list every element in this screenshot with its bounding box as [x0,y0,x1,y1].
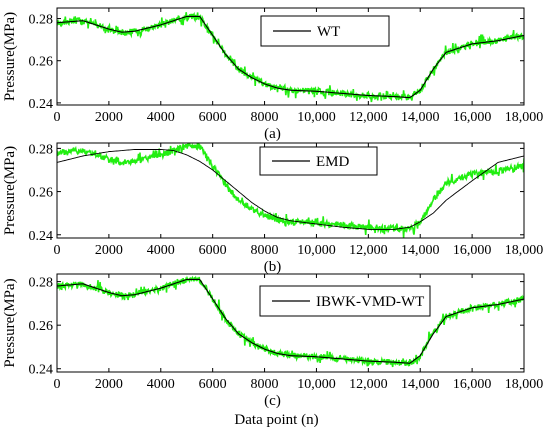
x-tick-label: 14,000 [401,110,440,125]
x-tick-label: 8000 [251,377,279,392]
fit-line [57,149,524,230]
x-tick-label: 6000 [199,377,227,392]
y-axis-label: Pressure(MPa) [2,12,18,101]
axes-frame [56,142,525,239]
raw-signal-line [57,275,524,368]
axes-frame [56,273,525,373]
x-tick-label: 16,000 [453,377,492,392]
x-tick-label: 2000 [95,377,123,392]
y-tick-label: 0.26 [29,319,54,334]
x-tick-label: 10,000 [297,377,336,392]
x-tick-label: 2000 [95,110,123,125]
x-tick-label: 6000 [199,110,227,125]
x-tick-label: 18,000 [505,377,544,392]
x-tick-label: 16,000 [453,110,492,125]
y-axis-label: Pressure(MPa) [2,278,18,367]
x-tick-label: 12,000 [349,110,388,125]
x-tick-label: 0 [54,377,61,392]
legend-label: IBWK-VMD-WT [316,294,424,310]
x-tick-label: 8000 [251,243,279,258]
y-tick-label: 0.26 [29,186,54,201]
panel-label: (c) [264,393,281,409]
panel-label: (b) [264,259,282,275]
panel-label: (a) [264,126,281,142]
x-tick-label: 4000 [147,377,175,392]
x-tick-label: 0 [54,243,61,258]
x-tick-label: 10,000 [297,110,336,125]
x-tick-label: 18,000 [505,110,544,125]
x-tick-label: 14,000 [401,243,440,258]
y-tick-label: 0.24 [29,229,54,244]
x-tick-label: 0 [54,110,61,125]
y-tick-label: 0.24 [29,363,54,378]
y-tick-label: 0.26 [29,55,54,70]
y-tick-label: 0.28 [29,13,54,28]
x-tick-label: 14,000 [401,377,440,392]
x-tick-label: 8000 [251,110,279,125]
x-tick-label: 4000 [147,243,175,258]
y-tick-label: 0.28 [29,276,54,291]
x-tick-label: 2000 [95,243,123,258]
x-axis-title: Data point (n) [234,412,318,428]
fit-line [57,15,524,99]
panel-a: 0 2000 4000 6000 8000 10,000 12,000 14,000 16,00… [2,7,544,142]
x-tick-label: 6000 [199,243,227,258]
y-tick-label: 0.28 [29,142,54,157]
legend-label: WT [317,24,340,40]
fit-line [57,278,524,364]
x-tick-label: 12,000 [349,377,388,392]
x-tick-label: 4000 [147,110,175,125]
panel-c: 0 2000 4000 6000 8000 10,000 12,000 14,000 16,00… [2,273,544,409]
panel-b: 0 2000 4000 6000 8000 10,000 12,000 14,000 16,00… [2,142,544,275]
y-axis-label: Pressure(MPa) [2,146,18,235]
axes-frame [56,7,525,106]
x-tick-label: 12,000 [349,243,388,258]
legend-label: EMD [316,154,350,170]
x-tick-label: 18,000 [505,243,544,258]
x-tick-label: 16,000 [453,243,492,258]
x-tick-label: 10,000 [297,243,336,258]
y-tick-label: 0.24 [29,97,54,112]
